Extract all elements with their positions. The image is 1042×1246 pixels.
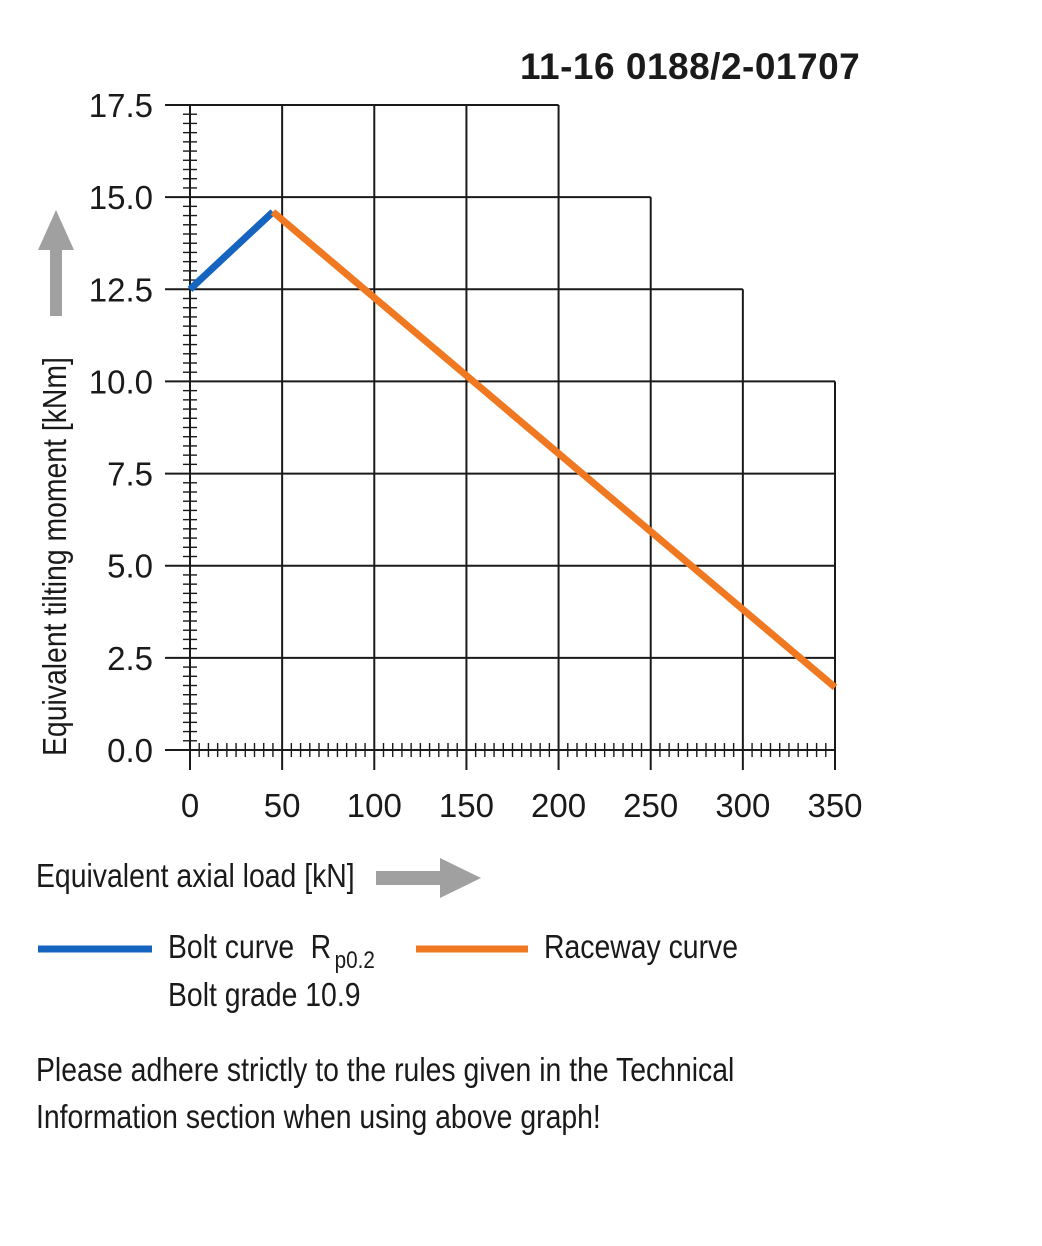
legend-bolt-subscript: p0.2: [334, 947, 375, 974]
raceway-curve-line: [270, 209, 838, 691]
x-tick-label: 250: [623, 787, 678, 824]
chart-title: 11-16 0188/2-01707: [520, 46, 861, 87]
x-tick-label: 150: [439, 787, 494, 824]
minor-ticks: [183, 113, 827, 757]
y-tick-label: 12.5: [89, 271, 153, 308]
legend-bolt-r: R: [310, 928, 332, 965]
x-axis-label: Equivalent axial load [kN]: [36, 857, 355, 894]
bolt-curve-line: [187, 209, 276, 292]
x-tick-label: 200: [531, 787, 586, 824]
legend-bolt-grade: Bolt grade 10.9: [168, 976, 361, 1013]
x-tick-label: 350: [807, 787, 862, 824]
legend-bolt-name: Bolt curve: [168, 928, 295, 965]
y-tick-label: 10.0: [89, 363, 153, 400]
up-arrow-icon: [38, 210, 74, 316]
note-line-2: Information section when using above gra…: [36, 1098, 601, 1135]
x-tick-label: 300: [715, 787, 770, 824]
note-line-1: Please adhere strictly to the rules give…: [36, 1051, 735, 1088]
right-arrow-icon: [376, 858, 481, 898]
x-tick-label: 100: [347, 787, 402, 824]
grid: [165, 104, 836, 770]
y-tick-label: 5.0: [107, 548, 153, 585]
series-lines: [187, 209, 838, 691]
y-axis-label: Equivalent tilting moment [kNm]: [36, 357, 74, 756]
y-tick-label: 2.5: [107, 640, 153, 677]
legend-raceway-label: Raceway curve: [544, 928, 739, 965]
usage-note: Please adhere strictly to the rules give…: [36, 1046, 793, 1140]
y-tick-label: 0.0: [107, 732, 153, 769]
x-tick-label: 0: [181, 787, 199, 824]
y-tick-label: 15.0: [89, 179, 153, 216]
y-tick-label: 7.5: [107, 456, 153, 493]
x-tick-label: 50: [264, 787, 301, 824]
x-tick-labels: 0 50 100 150 200 250 300 350: [181, 787, 863, 824]
y-tick-labels: 0.0 2.5 5.0 7.5 10.0 12.5 15.0 17.5: [89, 87, 153, 769]
y-tick-label: 17.5: [89, 87, 153, 124]
